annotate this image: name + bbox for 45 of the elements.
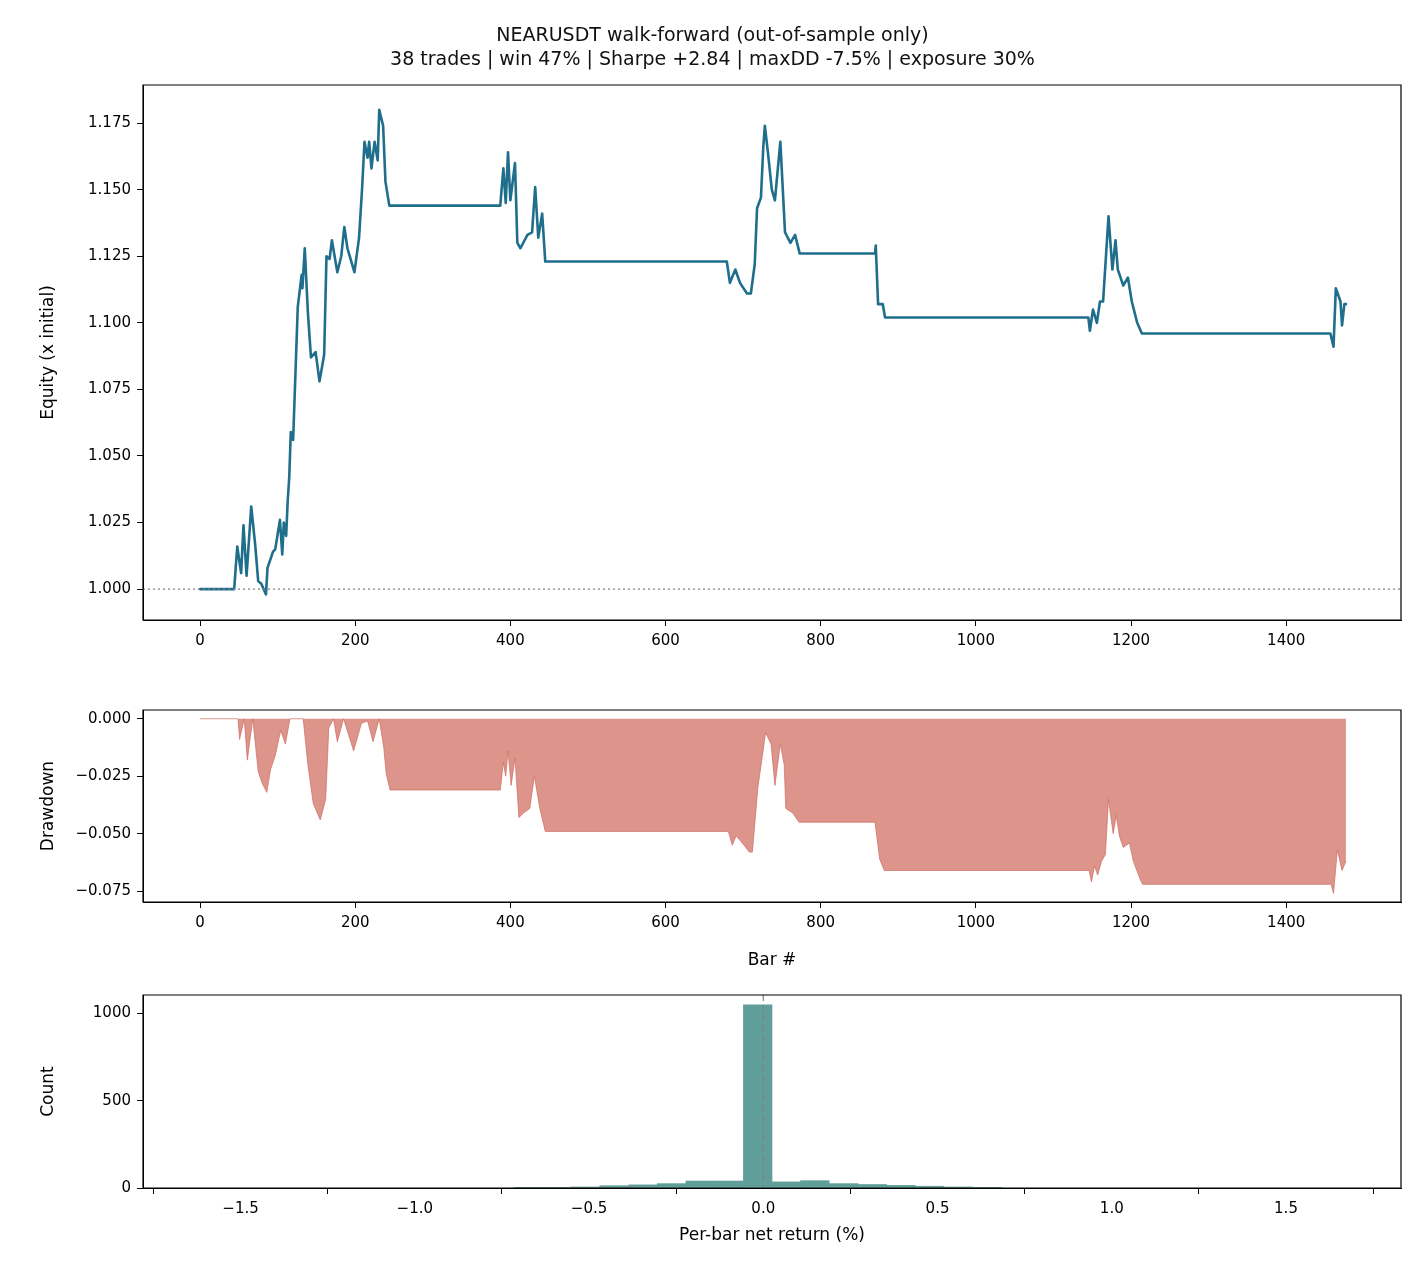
y-axis-title: Count bbox=[36, 1065, 57, 1117]
y-tick-label: 0.000 bbox=[88, 708, 131, 727]
x-tick-label: 0.5 bbox=[925, 1198, 950, 1217]
y-tick-label: 1.150 bbox=[88, 179, 131, 198]
x-tick-label: 200 bbox=[340, 912, 370, 931]
x-axis-title: Per-bar net return (%) bbox=[679, 1224, 865, 1245]
x-tick-label: 1.0 bbox=[1099, 1198, 1124, 1217]
x-tick-label: 800 bbox=[806, 630, 835, 649]
y-tick-label: 1.025 bbox=[88, 512, 131, 531]
x-tick-label: 400 bbox=[496, 630, 525, 649]
chart-subtitle: 38 trades | win 47% | Sharpe +2.84 | maxDD -7.5% | exposure 30% bbox=[390, 47, 1035, 69]
x-tick-label: 1200 bbox=[1111, 912, 1151, 931]
x-tick-label: 1400 bbox=[1267, 630, 1306, 649]
y-tick-label: 1.000 bbox=[88, 579, 131, 597]
x-tick-label: −1.0 bbox=[396, 1198, 434, 1217]
x-tick-label: 600 bbox=[651, 912, 680, 931]
y-tick-label: 1.075 bbox=[88, 379, 131, 398]
y-tick-label: 1.050 bbox=[88, 445, 131, 464]
y-axis-title: Drawdown bbox=[36, 760, 57, 852]
x-tick-label: 0 bbox=[195, 912, 205, 931]
y-tick-label: 500 bbox=[102, 1090, 131, 1109]
x-tick-label: 800 bbox=[806, 912, 835, 931]
chart-title: NEARUSDT walk-forward (out-of-sample only) bbox=[496, 23, 929, 45]
y-tick-label: 1.125 bbox=[88, 246, 131, 265]
x-tick-label: 1400 bbox=[1267, 912, 1306, 931]
x-tick-label: 1200 bbox=[1111, 630, 1151, 649]
x-axis-title: Bar # bbox=[747, 949, 797, 970]
y-tick-label: 1.175 bbox=[88, 112, 131, 131]
x-tick-label: 1.5 bbox=[1274, 1198, 1298, 1217]
x-tick-label: 600 bbox=[651, 630, 680, 649]
x-tick-label: −1.5 bbox=[222, 1198, 259, 1217]
y-tick-label: 0 bbox=[121, 1177, 131, 1196]
x-tick-label: 400 bbox=[496, 912, 525, 931]
y-axis-title: Equity (x initial) bbox=[36, 285, 57, 420]
x-tick-label: −0.5 bbox=[570, 1198, 608, 1217]
x-tick-label: 200 bbox=[340, 630, 370, 649]
y-tick-label: −0.025 bbox=[75, 766, 131, 785]
y-tick-label: 1000 bbox=[92, 1003, 131, 1022]
y-tick-label: 1.100 bbox=[88, 312, 131, 331]
x-tick-label: 0 bbox=[195, 630, 205, 649]
y-tick-label: −0.075 bbox=[75, 881, 131, 900]
x-tick-label: 0.0 bbox=[751, 1198, 776, 1217]
x-tick-label: 1000 bbox=[956, 912, 995, 931]
x-tick-label: 1000 bbox=[956, 630, 995, 649]
y-tick-label: −0.050 bbox=[75, 823, 131, 842]
